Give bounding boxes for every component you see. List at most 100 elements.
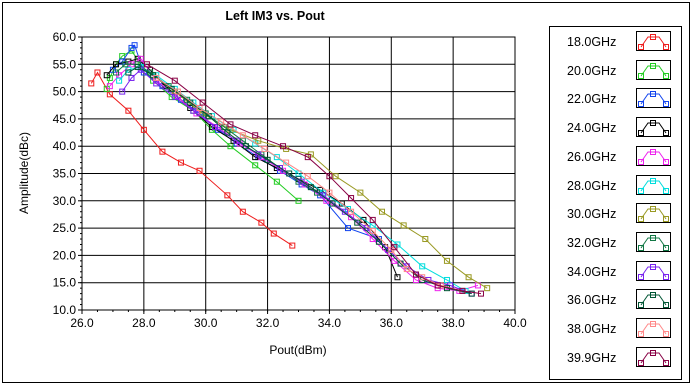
data-point-marker [227, 143, 234, 150]
legend-swatch-line [640, 93, 667, 105]
legend-swatch-glyph [638, 321, 669, 337]
legend-item: 39.9GHz [550, 345, 681, 372]
data-point-marker [391, 244, 398, 251]
legend-label: 34.0GHz [567, 264, 617, 279]
series-39.9GHz [143, 61, 484, 297]
legend-swatch-marker [638, 72, 644, 79]
data-point-marker [239, 132, 246, 139]
data-point-marker [434, 282, 441, 289]
plot-frame [81, 36, 516, 311]
legend-swatch-marker [663, 302, 669, 309]
legend-label: 26.0GHz [567, 149, 617, 164]
x-tick-label: 28.0 [132, 316, 156, 330]
legend-swatch-line [640, 151, 667, 163]
data-point-marker [239, 208, 246, 215]
data-point-marker [199, 99, 206, 106]
data-point-marker [477, 290, 484, 297]
data-point-marker [295, 197, 302, 204]
x-tick-label: 38.0 [441, 316, 465, 330]
legend-swatch-marker [663, 158, 669, 165]
y-tick-label: 20.0 [53, 248, 77, 262]
data-point-marker [116, 77, 123, 84]
x-axis-label: Pout(dBm) [269, 343, 326, 357]
y-axis-label: Amplitude(dBc) [17, 132, 31, 214]
y-tick-label: 25.0 [53, 221, 77, 235]
data-point-marker [273, 154, 280, 161]
x-tick-label: 26.0 [70, 316, 94, 330]
data-point-marker [242, 143, 249, 150]
data-point-marker [224, 192, 231, 199]
data-point-marker [113, 61, 120, 68]
legend-swatch-marker [663, 44, 669, 50]
y-tick-label: 50.0 [53, 85, 77, 99]
legend-swatch [636, 231, 671, 252]
legend-swatch [636, 31, 671, 51]
legend-swatch-glyph [638, 148, 669, 165]
y-tick-label: 15.0 [53, 276, 77, 290]
data-point-marker [134, 64, 141, 71]
legend-swatch-line [640, 36, 667, 48]
legend-swatch [636, 117, 671, 138]
legend-swatch-marker [638, 359, 644, 366]
legend-swatch-marker [638, 130, 644, 137]
legend-swatch-marker [663, 331, 669, 337]
legend-swatch-marker [638, 331, 644, 337]
legend-swatch-marker [650, 62, 656, 69]
legend-item: 30.0GHz [550, 201, 681, 228]
legend-label: 30.0GHz [567, 207, 617, 222]
legend-swatch [636, 289, 671, 310]
data-point-marker [218, 118, 225, 125]
series-18.0GHz [88, 69, 296, 249]
legend-swatch-marker [638, 101, 644, 108]
legend-swatch-glyph [638, 177, 669, 194]
legend-swatch-marker [650, 34, 656, 40]
legend-swatch [636, 318, 671, 338]
data-point-marker [468, 290, 475, 297]
legend-swatch-glyph [638, 120, 669, 137]
legend-swatch [636, 346, 671, 367]
legend-swatch-line [640, 180, 667, 191]
legend-swatch-marker [650, 206, 656, 213]
legend-swatch-line [640, 266, 667, 277]
data-point-marker [258, 219, 265, 226]
legend-swatch-marker [663, 130, 669, 137]
data-point-marker [174, 88, 181, 95]
data-point-marker [106, 91, 113, 98]
data-point-marker [422, 236, 429, 243]
data-point-marker [443, 276, 450, 283]
legend-swatch-marker [663, 216, 669, 223]
data-point-marker [140, 126, 147, 133]
legend-label: 36.0GHz [567, 293, 617, 308]
data-point-marker [484, 285, 491, 292]
data-point-marker [252, 162, 259, 169]
data-point-marker [196, 167, 203, 174]
data-point-marker [227, 121, 234, 128]
data-point-marker [137, 55, 144, 62]
data-point-marker [369, 216, 376, 223]
data-point-marker [357, 189, 364, 196]
legend-swatch-marker [650, 148, 656, 155]
legend-swatch-glyph [638, 234, 669, 251]
data-point-marker [261, 145, 268, 152]
data-point-marker [375, 238, 382, 245]
legend-label: 38.0GHz [567, 322, 617, 336]
legend-swatch-glyph [638, 91, 669, 108]
legend-swatch-marker [650, 292, 656, 299]
legend-item: 32.0GHz [550, 230, 681, 257]
y-tick-label: 40.0 [53, 139, 77, 153]
data-point-marker [329, 200, 336, 207]
legend-swatch-glyph [638, 263, 669, 280]
legend-swatch-marker [663, 72, 669, 79]
data-point-marker [326, 173, 333, 180]
legend-swatch-marker [638, 216, 644, 223]
data-point-marker [125, 107, 132, 114]
legend-swatch-glyph [638, 292, 669, 309]
data-point-marker [320, 192, 327, 199]
data-point-marker [177, 159, 184, 166]
legend-item: 22.0GHz [550, 86, 681, 113]
data-point-marker [465, 274, 472, 281]
legend-swatch-marker [663, 273, 669, 280]
legend-item: 28.0GHz [550, 173, 681, 200]
y-tick-label: 10.0 [53, 303, 77, 317]
legend-label: 24.0GHz [567, 121, 617, 136]
